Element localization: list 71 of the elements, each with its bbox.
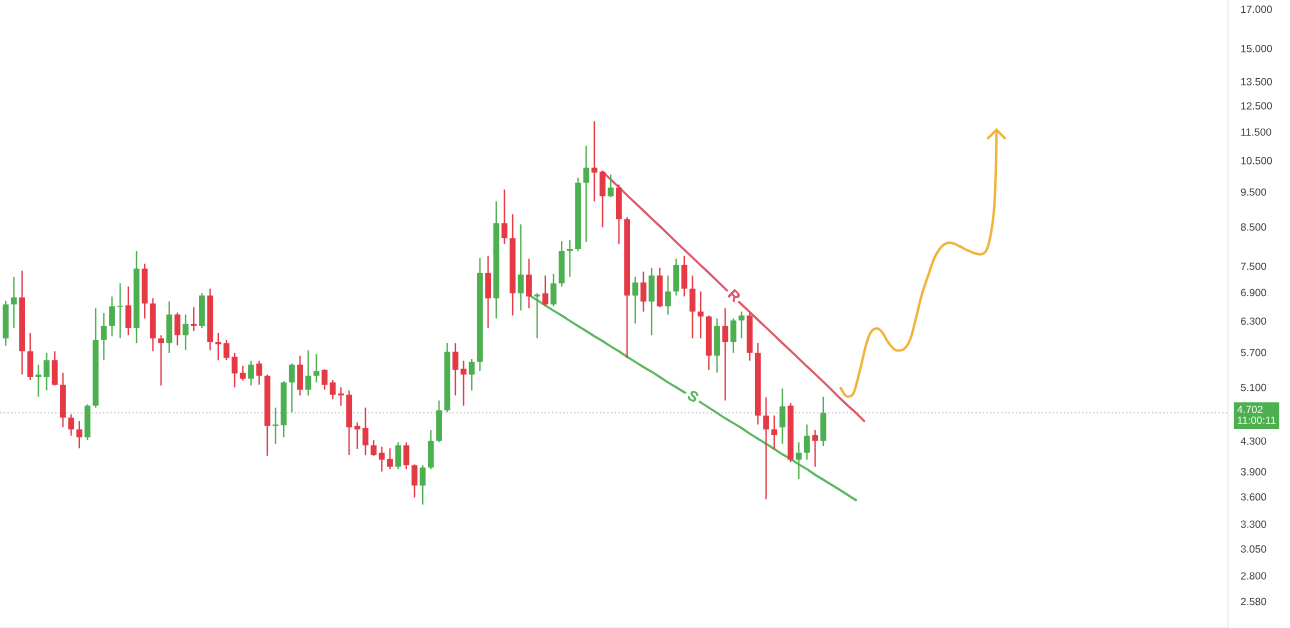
y-tick-label: 2.580 [1241,597,1267,606]
line-series [601,170,866,423]
candlestick [771,414,778,450]
y-tick-label: 13.500 [1241,78,1272,86]
ref-line-label: 4.702 11:00:11 [1237,405,1276,424]
candlestick [239,365,246,382]
candlestick [248,360,254,387]
candlestick [681,255,688,298]
candlestick [763,396,770,501]
candlestick [812,429,819,468]
candlestick [632,276,639,325]
candlestick [452,342,459,397]
y-tick-label: 17.000 [1241,5,1272,13]
candlestick [804,423,810,461]
candlestick [542,274,549,307]
candlestick [460,360,467,407]
candlestick [174,311,181,346]
y-tick-label: 6.900 [1241,288,1267,297]
candlestick [607,173,614,198]
y-tick-label: 7.500 [1241,262,1267,271]
candlestick [182,313,189,351]
candlestick [231,352,238,388]
y-tick-label: 6.300 [1241,317,1267,325]
candlestick [419,464,426,506]
candlestick [10,276,17,329]
candlestick [583,145,590,243]
candlestick [722,307,729,402]
y-tick-label: 8.500 [1240,223,1267,231]
y-tick-label: 4.300 [1240,437,1267,445]
candlestick [395,441,402,470]
candlestick [190,306,197,332]
candlestick [76,420,83,449]
candlestick [215,332,222,361]
candlestick [158,334,165,387]
candlestick [779,387,786,445]
y-tick-label: 5.100 [1240,383,1267,392]
y-tick-label: 5.700 [1240,348,1267,357]
y-tick-label: 3.300 [1240,520,1267,528]
candlestick [305,349,312,397]
candlestick [591,120,598,202]
candlestick [100,312,107,361]
y-tick-label: 3.050 [1240,545,1267,553]
candlestick [730,317,737,354]
candlestick [468,358,475,392]
y-tick-label: 11.500 [1241,128,1272,136]
candlestick [321,368,328,391]
y-tick-label: 3.900 [1240,468,1267,476]
candlestick [109,295,115,337]
y-tick-label: 10.500 [1241,156,1272,165]
y-tick-label: 12.500 [1241,102,1272,110]
candlestick [665,274,671,316]
candlestick [387,447,393,470]
candlestick [256,360,263,386]
candlestick [68,413,75,437]
candlestick [566,239,573,278]
candlestick [640,270,647,313]
y-tick-label: 3.600 [1240,493,1267,501]
y-tick-label: 2.800 [1241,572,1267,580]
candlestick [43,352,50,392]
candlestick [288,362,295,413]
candlestick [117,282,124,340]
candlestick [313,353,320,384]
candlestick [378,446,385,473]
y-tick-label: 9.500 [1240,188,1267,196]
candlestick [125,285,132,336]
candlestick [795,441,802,480]
candlestick [526,257,532,309]
y-tick-label: 15.000 [1241,44,1272,53]
candlestick [403,441,410,470]
candlestick [517,223,524,312]
candlestick [329,379,336,400]
